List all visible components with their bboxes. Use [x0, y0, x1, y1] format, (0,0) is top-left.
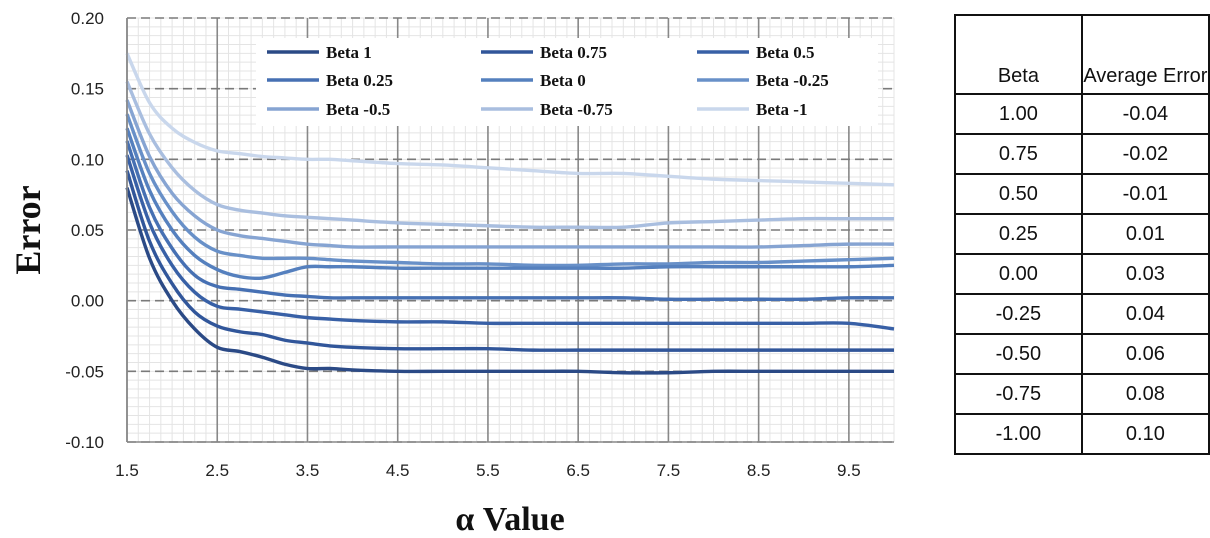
legend-box — [256, 38, 878, 126]
series-line-beta-0 — [125, 127, 895, 281]
beta-cell: -0.75 — [954, 373, 1083, 415]
legend-label: Beta 0.75 — [540, 43, 607, 62]
series-line-beta-0-75 — [125, 170, 894, 352]
table-row: 0.75 -0.02 — [954, 133, 1210, 175]
beta-cell: -0.25 — [954, 293, 1083, 335]
x-tick-label: 3.5 — [296, 461, 320, 480]
x-axis-label: α Value — [455, 501, 564, 538]
x-tick-label: 1.5 — [115, 461, 139, 480]
beta-cell: 0.25 — [954, 213, 1083, 255]
beta-cell: 1.00 — [954, 93, 1083, 135]
table-row: -0.50 0.06 — [954, 333, 1210, 375]
series-line-beta-1 — [125, 52, 895, 187]
x-tick-label: 4.5 — [386, 461, 410, 480]
average-error-cell: -0.04 — [1080, 93, 1210, 135]
legend-label: Beta -0.75 — [540, 100, 613, 119]
y-tick-label: 0.05 — [71, 221, 104, 240]
beta-cell: -1.00 — [954, 413, 1083, 455]
table-row: -0.75 0.08 — [954, 373, 1210, 415]
table-row: -1.00 0.10 — [954, 413, 1210, 455]
x-tick-label: 2.5 — [205, 461, 229, 480]
legend-label: Beta -1 — [756, 100, 807, 119]
beta-cell: 0.00 — [954, 253, 1083, 295]
table-row: 1.00 -0.04 — [954, 93, 1210, 135]
average-error-cell: 0.03 — [1080, 253, 1210, 295]
series-line-beta-0-5 — [125, 99, 895, 249]
average-error-cell: -0.01 — [1080, 173, 1210, 215]
legend-label: Beta 0.25 — [326, 71, 393, 90]
average-error-cell: 0.06 — [1080, 333, 1210, 375]
beta-cell: -0.50 — [954, 333, 1083, 375]
y-axis-label: Error — [8, 185, 48, 274]
legend-label: Beta 1 — [326, 43, 372, 62]
y-tick-label: 0.20 — [71, 9, 104, 28]
series-lines — [125, 52, 895, 375]
table-header-row: Beta Average Error — [954, 14, 1210, 95]
average-error-cell: 0.04 — [1080, 293, 1210, 335]
beta-cell: 0.75 — [954, 133, 1083, 175]
column-header-beta: Beta — [954, 14, 1083, 95]
legend-label: Beta -0.25 — [756, 71, 829, 90]
y-tick-label: -0.10 — [65, 433, 104, 452]
x-tick-label: 9.5 — [837, 461, 861, 480]
legend: Beta 1 Beta 0.75 Beta 0.5 Beta 0.25 Beta 0 Be… — [256, 38, 878, 126]
x-tick-label: 6.5 — [566, 461, 590, 480]
series-line-beta-1 — [125, 187, 894, 375]
y-tick-label: -0.05 — [65, 362, 104, 381]
legend-label: Beta -0.5 — [326, 100, 390, 119]
legend-label: Beta 0.5 — [756, 43, 815, 62]
beta-cell: 0.50 — [954, 173, 1083, 215]
y-tick-label: 0.15 — [71, 80, 104, 99]
series-line-beta-0-25 — [125, 140, 895, 302]
column-header-average-error: Average Error — [1080, 14, 1210, 95]
legend-label: Beta 0 — [540, 71, 586, 90]
table-row: 0.00 0.03 — [954, 253, 1210, 295]
table-row: -0.25 0.04 — [954, 293, 1210, 335]
x-tick-label: 5.5 — [476, 461, 500, 480]
table-body: 1.00 -0.04 0.75 -0.02 0.50 -0.01 0.25 0.01 0.00 0… — [954, 93, 1210, 455]
average-error-table: Beta Average Error 1.00 -0.04 0.75 -0.02 0.5… — [954, 14, 1210, 455]
axes: 0.20 0.15 0.10 0.05 0.00 -0.05 -0.10 1.5 2.5 3.5 4… — [65, 9, 894, 480]
average-error-cell: -0.02 — [1080, 133, 1210, 175]
table-row: 0.50 -0.01 — [954, 173, 1210, 215]
y-tick-label: 0.10 — [71, 150, 104, 169]
average-error-cell: 0.01 — [1080, 213, 1210, 255]
table-row: 0.25 0.01 — [954, 213, 1210, 255]
average-error-table-container: Beta Average Error 1.00 -0.04 0.75 -0.02 0.5… — [954, 14, 1210, 455]
series-line-beta-0-75 — [125, 80, 894, 230]
series-line-beta-0-5 — [125, 154, 895, 331]
average-error-cell: 0.08 — [1080, 373, 1210, 415]
x-tick-label: 7.5 — [657, 461, 681, 480]
line-chart: Beta 1 Beta 0.75 Beta 0.5 Beta 0.25 Beta 0 Be… — [8, 9, 895, 538]
average-error-cell: 0.10 — [1080, 413, 1210, 455]
x-tick-label: 8.5 — [747, 461, 771, 480]
y-tick-label: 0.00 — [71, 292, 104, 311]
series-line-beta-0-25 — [125, 113, 895, 268]
